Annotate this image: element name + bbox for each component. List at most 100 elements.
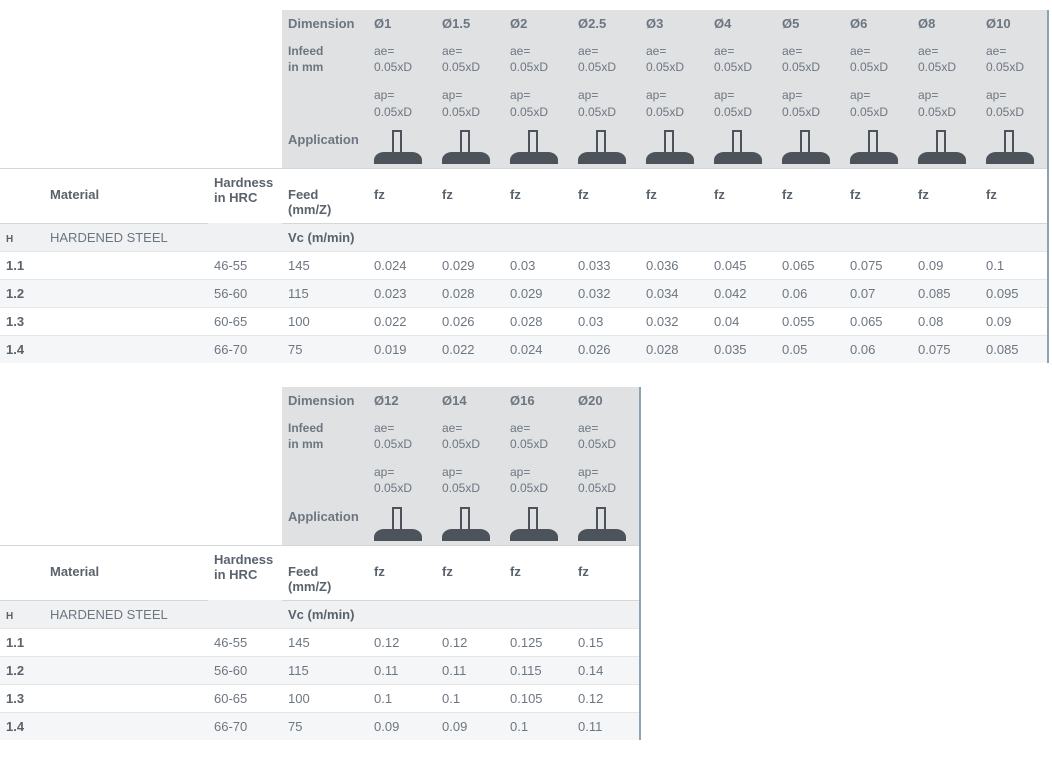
cell-ae: ae= 0.05xD bbox=[844, 37, 912, 81]
cell-ap: ap= 0.05xD bbox=[844, 81, 912, 125]
milling-icon bbox=[442, 507, 490, 541]
label-fz: fz bbox=[776, 181, 844, 224]
cell-fz: 0.11 bbox=[436, 656, 504, 684]
cell-vc: 100 bbox=[282, 684, 368, 712]
cell-vc: 100 bbox=[282, 307, 368, 335]
cell-ap: ap= 0.05xD bbox=[368, 81, 436, 125]
label-hardness: Hardness in HRC bbox=[208, 168, 282, 223]
cell-vc: 115 bbox=[282, 279, 368, 307]
cell-ap: ap= 0.05xD bbox=[776, 81, 844, 125]
header-dimension-row: Dimension Ø1 Ø1.5 Ø2 Ø2.5 Ø3 Ø4 Ø5 Ø6 Ø8… bbox=[0, 10, 1048, 37]
milling-icon bbox=[918, 130, 966, 164]
cell-fz: 0.105 bbox=[504, 684, 572, 712]
cell-fz: 0.028 bbox=[504, 307, 572, 335]
row-index: 1.3 bbox=[0, 684, 44, 712]
header-application-row: Application bbox=[0, 503, 640, 546]
label-dimension: Dimension bbox=[282, 387, 368, 414]
cell-fz: 0.019 bbox=[368, 335, 436, 363]
label-fz: fz bbox=[368, 558, 436, 601]
milling-icon bbox=[510, 130, 558, 164]
label-fz: fz bbox=[436, 558, 504, 601]
cell-fz: 0.09 bbox=[368, 712, 436, 740]
cell-fz: 0.1 bbox=[436, 684, 504, 712]
feed-table-1: Dimension Ø1 Ø1.5 Ø2 Ø2.5 Ø3 Ø4 Ø5 Ø6 Ø8… bbox=[0, 10, 1049, 363]
row-index: 1.2 bbox=[0, 279, 44, 307]
cell-fz: 0.032 bbox=[640, 307, 708, 335]
cell-vc: 115 bbox=[282, 656, 368, 684]
cell-fz: 0.07 bbox=[844, 279, 912, 307]
col-diameter: Ø4 bbox=[708, 10, 776, 37]
cell-vc: 145 bbox=[282, 251, 368, 279]
cell-hrc: 66-70 bbox=[208, 335, 282, 363]
label-fz: fz bbox=[912, 181, 980, 224]
table-row: 1.4 66-70 75 0.019 0.022 0.024 0.026 0.0… bbox=[0, 335, 1048, 363]
cell-ae: ae= 0.05xD bbox=[572, 37, 640, 81]
col-diameter: Ø2.5 bbox=[572, 10, 640, 37]
col-diameter: Ø14 bbox=[436, 387, 504, 414]
header-application-row: Application bbox=[0, 126, 1048, 169]
cell-ap: ap= 0.05xD bbox=[504, 81, 572, 125]
col-diameter: Ø12 bbox=[368, 387, 436, 414]
cell-fz: 0.09 bbox=[980, 307, 1048, 335]
cell-fz: 0.06 bbox=[776, 279, 844, 307]
cell-fz: 0.055 bbox=[776, 307, 844, 335]
cell-ae: ae= 0.05xD bbox=[776, 37, 844, 81]
cell-fz: 0.1 bbox=[504, 712, 572, 740]
cell-fz: 0.1 bbox=[368, 684, 436, 712]
col-diameter: Ø1.5 bbox=[436, 10, 504, 37]
material-category-row: H HARDENED STEEL Vc (m/min) bbox=[0, 223, 1048, 251]
header-feed-row: Material Feed (mm/Z) fz fz fz fz bbox=[0, 558, 640, 601]
table-row: 1.2 56-60 115 0.11 0.11 0.115 0.14 bbox=[0, 656, 640, 684]
label-fz: fz bbox=[572, 181, 640, 224]
cell-fz: 0.034 bbox=[640, 279, 708, 307]
cell-hrc: 46-55 bbox=[208, 251, 282, 279]
cell-fz: 0.1 bbox=[980, 251, 1048, 279]
cell-fz: 0.085 bbox=[912, 279, 980, 307]
label-feed: Feed (mm/Z) bbox=[282, 558, 368, 601]
label-fz: fz bbox=[436, 181, 504, 224]
cell-fz: 0.024 bbox=[368, 251, 436, 279]
row-index: 1.3 bbox=[0, 307, 44, 335]
cell-fz: 0.026 bbox=[436, 307, 504, 335]
material-name: HARDENED STEEL bbox=[44, 600, 208, 628]
milling-icon bbox=[850, 130, 898, 164]
label-vc: Vc (m/min) bbox=[282, 223, 368, 251]
cell-ap: ap= 0.05xD bbox=[912, 81, 980, 125]
cell-fz: 0.033 bbox=[572, 251, 640, 279]
table-row: 1.2 56-60 115 0.023 0.028 0.029 0.032 0.… bbox=[0, 279, 1048, 307]
label-fz: fz bbox=[368, 181, 436, 224]
cell-fz: 0.029 bbox=[504, 279, 572, 307]
label-fz: fz bbox=[572, 558, 640, 601]
cell-fz: 0.09 bbox=[912, 251, 980, 279]
cell-ap: ap= 0.05xD bbox=[368, 458, 436, 502]
milling-icon bbox=[510, 507, 558, 541]
cutting-data-table-2: Dimension Ø12 Ø14 Ø16 Ø20 Infeed in mm a… bbox=[0, 387, 1052, 740]
row-index: 1.4 bbox=[0, 335, 44, 363]
milling-icon bbox=[374, 130, 422, 164]
col-diameter: Ø3 bbox=[640, 10, 708, 37]
col-diameter: Ø16 bbox=[504, 387, 572, 414]
label-dimension: Dimension bbox=[282, 10, 368, 37]
label-material: Material bbox=[44, 181, 208, 224]
cell-ae: ae= 0.05xD bbox=[708, 37, 776, 81]
milling-icon bbox=[714, 130, 762, 164]
cell-fz: 0.03 bbox=[504, 251, 572, 279]
cell-fz: 0.032 bbox=[572, 279, 640, 307]
page: Dimension Ø1 Ø1.5 Ø2 Ø2.5 Ø3 Ø4 Ø5 Ø6 Ø8… bbox=[0, 0, 1052, 784]
cell-fz: 0.12 bbox=[436, 628, 504, 656]
cell-ap: ap= 0.05xD bbox=[572, 458, 640, 502]
cell-fz: 0.14 bbox=[572, 656, 640, 684]
cell-ae: ae= 0.05xD bbox=[504, 37, 572, 81]
table-row: 1.1 46-55 145 0.024 0.029 0.03 0.033 0.0… bbox=[0, 251, 1048, 279]
cell-ap: ap= 0.05xD bbox=[436, 81, 504, 125]
cell-fz: 0.11 bbox=[572, 712, 640, 740]
milling-icon bbox=[578, 130, 626, 164]
cell-ae: ae= 0.05xD bbox=[572, 414, 640, 458]
material-category-row: H HARDENED STEEL Vc (m/min) bbox=[0, 600, 640, 628]
label-application: Application bbox=[282, 126, 368, 169]
cell-fz: 0.11 bbox=[368, 656, 436, 684]
cell-fz: 0.15 bbox=[572, 628, 640, 656]
cell-ae: ae= 0.05xD bbox=[980, 37, 1048, 81]
cell-fz: 0.045 bbox=[708, 251, 776, 279]
cell-hrc: 56-60 bbox=[208, 279, 282, 307]
